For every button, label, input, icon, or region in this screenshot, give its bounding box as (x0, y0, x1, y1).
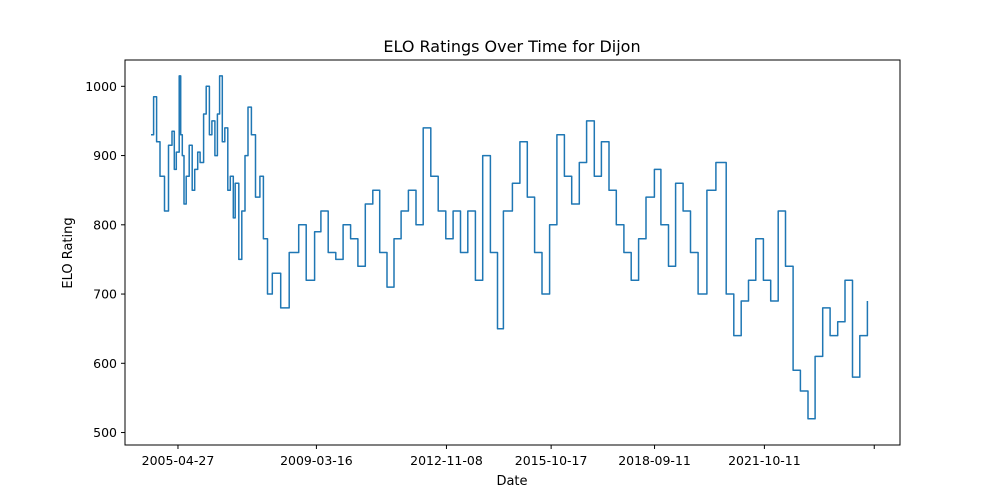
x-tick-label: 2005-04-27 (142, 453, 215, 468)
x-tick-label: 2021-10-11 (728, 453, 801, 468)
y-tick-label: 700 (93, 287, 117, 302)
x-tick-label: 2018-09-11 (618, 453, 691, 468)
y-tick-label: 600 (93, 356, 117, 371)
x-tick-label: 2012-11-08 (410, 453, 483, 468)
x-tick-label: 2015-10-17 (515, 453, 588, 468)
chart-title: ELO Ratings Over Time for Dijon (383, 37, 640, 56)
plot-frame (124, 59, 901, 446)
series-layer (151, 75, 869, 420)
y-tick-label: 1000 (85, 79, 117, 94)
y-tick-label: 800 (93, 217, 117, 232)
y-axis-label: ELO Rating (61, 217, 76, 288)
y-axis: 500 600 700 800 900 1000 (85, 79, 125, 440)
x-axis-label: Date (496, 474, 527, 489)
y-tick-label: 500 (93, 425, 117, 440)
y-tick-label: 900 (93, 148, 117, 163)
x-axis: 2005-04-27 2009-03-16 2012-11-08 2015-10-17… (142, 445, 875, 468)
series-line-0 (151, 75, 869, 420)
x-tick-label: 2009-03-16 (280, 453, 353, 468)
